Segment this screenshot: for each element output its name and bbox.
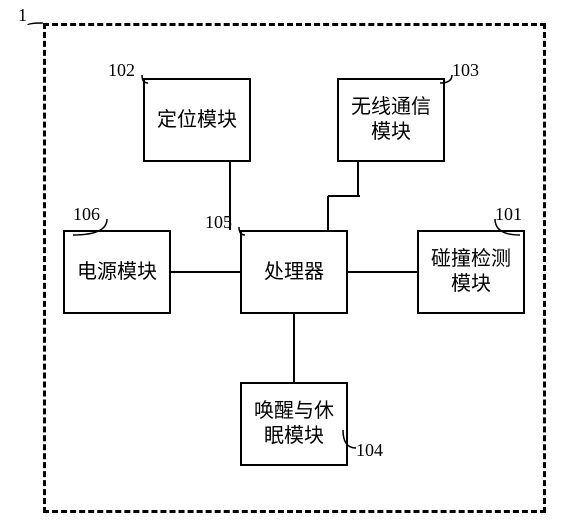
node-label: 处理器 xyxy=(264,260,324,285)
leader-line xyxy=(140,73,150,85)
edge xyxy=(327,196,329,230)
node-104-wake-sleep-module: 唤醒与休 眠模块 xyxy=(240,382,348,466)
leader-line xyxy=(438,73,454,85)
node-102-positioning-module: 定位模块 xyxy=(143,78,251,162)
node-label: 电源模块 xyxy=(77,260,157,285)
leader-line xyxy=(493,217,522,237)
edge xyxy=(357,162,359,196)
edge xyxy=(328,195,360,197)
leader-line xyxy=(71,217,109,237)
ref-label-104: 104 xyxy=(356,440,383,461)
node-101-collision-detect-module: 碰撞检测 模块 xyxy=(417,230,525,314)
leader-line xyxy=(341,428,358,450)
diagram-canvas: { "diagram": { "type": "flowchart", "bac… xyxy=(0,0,570,526)
edge xyxy=(348,271,417,273)
edge xyxy=(171,271,240,273)
node-106-power-module: 电源模块 xyxy=(63,230,171,314)
edge xyxy=(293,314,295,382)
ref-label-105: 105 xyxy=(205,212,232,233)
leader-line xyxy=(237,225,247,237)
ref-label-102: 102 xyxy=(108,60,135,81)
edge xyxy=(229,162,231,230)
node-105-processor: 处理器 xyxy=(240,230,348,314)
node-label: 碰撞检测 模块 xyxy=(431,247,511,297)
ref-label-103: 103 xyxy=(452,60,479,81)
node-label: 唤醒与休 眠模块 xyxy=(254,399,334,449)
leader-line xyxy=(26,21,45,31)
node-label: 无线通信 模块 xyxy=(351,95,431,145)
node-label: 定位模块 xyxy=(157,108,237,133)
node-103-wireless-comm-module: 无线通信 模块 xyxy=(337,78,445,162)
